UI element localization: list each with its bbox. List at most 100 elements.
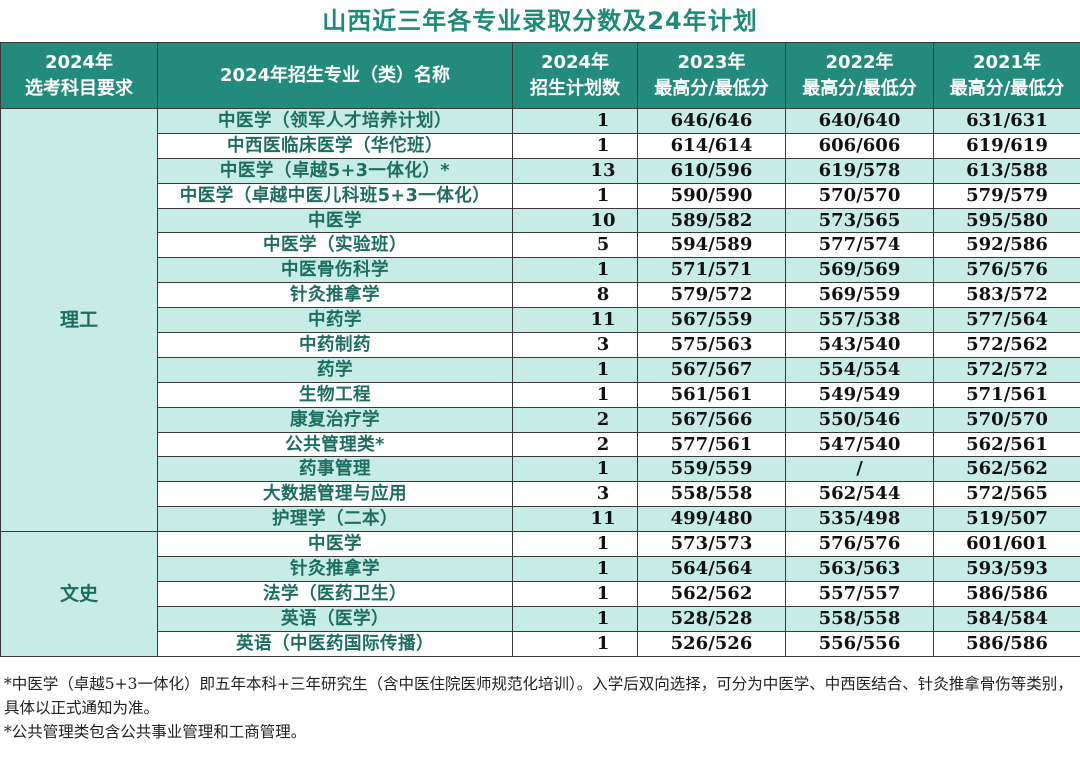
score-2021-cell: 593/593 <box>933 556 1080 582</box>
score-2021-cell: 571/561 <box>933 381 1080 408</box>
score-2021-cell: 592/586 <box>933 232 1080 259</box>
plan-count-cell: 1 <box>512 132 638 159</box>
score-2022-cell: 556/556 <box>785 630 934 657</box>
score-2023-cell: 562/562 <box>637 580 786 607</box>
major-name-cell: 中药制药 <box>157 332 513 358</box>
score-2023-cell: 564/564 <box>637 556 786 582</box>
score-2022-cell: 577/574 <box>785 232 934 259</box>
plan-count-cell: 2 <box>512 406 638 433</box>
plan-count-cell: 3 <box>512 332 638 358</box>
score-2023-cell: 528/528 <box>637 605 786 632</box>
score-2021-cell: 570/570 <box>933 406 1080 433</box>
score-2023-cell: 610/596 <box>637 157 786 184</box>
score-2022-cell: 543/540 <box>785 332 934 358</box>
major-name-cell: 护理学（二本） <box>157 506 513 533</box>
table-row: 理工 中医学（领军人才培养计划） 1 646/646 640/640 631/631 <box>0 107 1080 533</box>
footnotes: *中医学（卓越5+3一体化）即五年本科+三年研究生（含中医住院医师规范化培训）。… <box>4 672 1076 744</box>
plan-count-cell: 1 <box>512 630 638 657</box>
score-2023-cell: 579/572 <box>637 282 786 309</box>
table-row: 生物工程 1 561/561 549/549 571/561 <box>1 381 1080 408</box>
score-2022-cell: 569/559 <box>785 282 934 309</box>
page-title: 山西近三年各专业录取分数及24年计划 <box>322 7 758 35</box>
major-name-cell: 大数据管理与应用 <box>157 481 513 508</box>
score-2022-cell: 619/578 <box>785 157 934 184</box>
plan-count-cell: 11 <box>512 307 638 334</box>
major-name-cell: 中医学 <box>157 531 513 558</box>
score-2021-cell: 576/576 <box>933 257 1080 284</box>
table-row: 药事管理 1 559/559/562/562 <box>1 456 1080 483</box>
header-2022-scores: 2022年 最高分/最低分 <box>785 42 934 109</box>
score-2022-cell: 550/546 <box>785 406 934 433</box>
score-2022-cell: 573/565 <box>785 207 934 234</box>
score-2022-cell: 640/640 <box>785 108 934 134</box>
plan-count-cell: 10 <box>512 207 638 234</box>
table-row: 中医学（卓越中医儿科班5+3一体化） 1 590/590 570/570 579/579 <box>1 182 1080 209</box>
major-name-cell: 中医骨伤科学 <box>157 257 513 284</box>
score-2022-cell: 554/554 <box>785 356 934 383</box>
score-2023-cell: 646/646 <box>637 108 786 134</box>
plan-count-cell: 1 <box>512 605 638 632</box>
table-row: 法学（医药卫生） 1 562/562 557/557 586/586 <box>1 580 1080 607</box>
header-plan-count: 2024年 招生计划数 <box>512 42 638 109</box>
table-row: 中西医临床医学（华佗班） 1 614/614 606/606 619/619 <box>1 132 1080 159</box>
major-name-cell: 英语（医学） <box>157 605 513 632</box>
score-2021-cell: 572/572 <box>933 356 1080 383</box>
score-2022-cell: 562/544 <box>785 481 934 508</box>
table-row: 公共管理类* 2 577/561 547/540 562/561 <box>1 431 1080 458</box>
score-2023-cell: 567/567 <box>637 356 786 383</box>
score-2022-cell: 535/498 <box>785 506 934 533</box>
score-2023-cell: 567/566 <box>637 406 786 433</box>
plan-count-cell: 1 <box>512 556 638 582</box>
major-name-cell: 法学（医药卫生） <box>157 580 513 607</box>
plan-count-cell: 1 <box>512 182 638 209</box>
score-2021-cell: 613/588 <box>933 157 1080 184</box>
score-2021-cell: 583/572 <box>933 282 1080 309</box>
header-subject-requirement: 2024年 选考科目要求 <box>0 42 158 109</box>
major-name-cell: 公共管理类* <box>157 431 513 458</box>
table-row: 中药制药 3 575/563 543/540 572/562 <box>1 332 1080 358</box>
table-row: 中医学（实验班） 5 594/589 577/574 592/586 <box>1 232 1080 259</box>
plan-count-cell: 3 <box>512 481 638 508</box>
plan-count-cell: 1 <box>512 108 638 134</box>
score-2022-cell: 563/563 <box>785 556 934 582</box>
major-name-cell: 中医学（卓越5+3一体化）* <box>157 157 513 184</box>
score-2023-cell: 499/480 <box>637 506 786 533</box>
score-2021-cell: 562/562 <box>933 456 1080 483</box>
plan-count-cell: 13 <box>512 157 638 184</box>
plan-count-cell: 1 <box>512 356 638 383</box>
table-row: 大数据管理与应用 3 558/558 562/544 572/565 <box>1 481 1080 508</box>
table-row: 中医学（卓越5+3一体化）* 13 610/596 619/578 613/588 <box>1 157 1080 184</box>
score-2021-cell: 586/586 <box>933 630 1080 657</box>
score-2021-cell: 631/631 <box>933 108 1080 134</box>
table-row: 康复治疗学 2 567/566 550/546 570/570 <box>1 406 1080 433</box>
category-cell: 文史 <box>0 531 158 657</box>
major-name-cell: 中医学 <box>157 207 513 234</box>
major-name-cell: 针灸推拿学 <box>157 556 513 582</box>
score-2022-cell: 606/606 <box>785 132 934 159</box>
table-row: 英语（中医药国际传播） 1 526/526 556/556 586/586 <box>1 630 1080 657</box>
plan-count-cell: 1 <box>512 580 638 607</box>
table-row: 护理学（二本） 11 499/480 535/498 519/507 <box>1 506 1080 533</box>
score-2023-cell: 594/589 <box>637 232 786 259</box>
score-2022-cell: 547/540 <box>785 431 934 458</box>
plan-count-cell: 1 <box>512 456 638 483</box>
major-name-cell: 英语（中医药国际传播） <box>157 630 513 657</box>
score-2023-cell: 558/558 <box>637 481 786 508</box>
score-2023-cell: 571/571 <box>637 257 786 284</box>
plan-count-cell: 2 <box>512 431 638 458</box>
footnote-1: *中医学（卓越5+3一体化）即五年本科+三年研究生（含中医住院医师规范化培训）。… <box>4 675 1073 717</box>
plan-count-cell: 11 <box>512 506 638 533</box>
score-2021-cell: 586/586 <box>933 580 1080 607</box>
score-2022-cell: 576/576 <box>785 531 934 558</box>
score-2023-cell: 559/559 <box>637 456 786 483</box>
table-row: 中医骨伤科学 1 571/571 569/569 576/576 <box>1 257 1080 284</box>
footnote-2: *公共管理类包含公共事业管理和工商管理。 <box>4 723 307 741</box>
admission-score-table: 2024年 选考科目要求 2024年招生专业（类）名称 2024年 招生计划数 … <box>0 42 1080 657</box>
header-2021-scores: 2021年 最高分/最低分 <box>933 42 1080 109</box>
score-2021-cell: 519/507 <box>933 506 1080 533</box>
plan-count-cell: 5 <box>512 232 638 259</box>
score-2022-cell: / <box>785 456 934 483</box>
score-2021-cell: 579/579 <box>933 182 1080 209</box>
score-2022-cell: 570/570 <box>785 182 934 209</box>
major-name-cell: 生物工程 <box>157 381 513 408</box>
